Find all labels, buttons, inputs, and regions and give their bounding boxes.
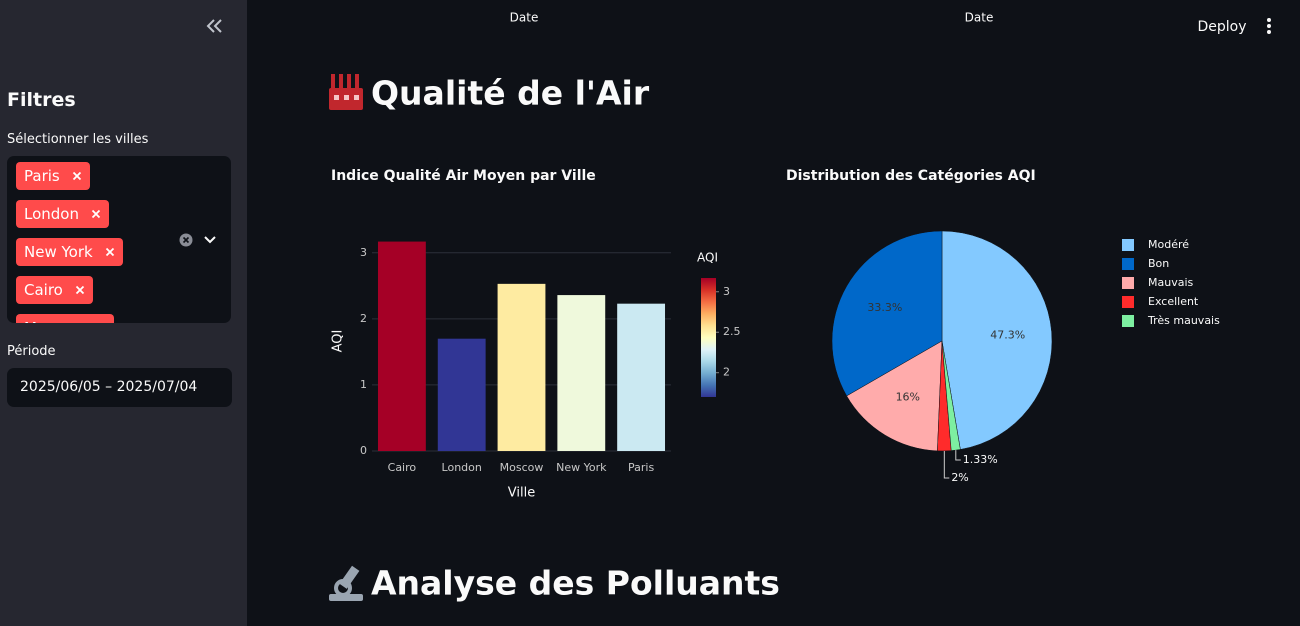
sidebar-title: Filtres (7, 89, 76, 111)
pie-slice (941, 230, 1053, 450)
city-tag[interactable]: Moscow (16, 314, 114, 323)
colorbar-tick-label: 2.5 (723, 325, 741, 338)
bar (437, 338, 486, 451)
y-tick-label: 1 (360, 378, 367, 391)
slice-label: 2% (951, 471, 968, 484)
legend-label: Bon (1148, 257, 1169, 270)
date-input[interactable]: 2025/06/05 – 2025/07/04 (7, 368, 232, 407)
city-tag[interactable]: Paris (16, 162, 90, 190)
legend-label: Mauvais (1148, 276, 1194, 289)
colorbar-title: AQI (697, 251, 718, 265)
leader-line (955, 450, 961, 461)
chart-title: Indice Qualité Air Moyen par Ville (331, 168, 596, 184)
legend-label: Excellent (1148, 295, 1199, 308)
y-tick-label: 3 (360, 246, 367, 259)
colorbar-tick-label: 2 (723, 366, 730, 379)
slice-label: 16% (896, 390, 920, 403)
remove-icon[interactable] (105, 247, 115, 257)
collapse-button[interactable] (205, 16, 225, 36)
sidebar: Filtres Sélectionner les villes Paris Lon… (0, 0, 247, 626)
colorbar (701, 278, 716, 397)
menu-button[interactable] (1267, 18, 1271, 34)
microscope-icon (329, 565, 363, 601)
city-tag[interactable]: Cairo (16, 276, 93, 304)
y-axis-title: AQI (331, 330, 346, 353)
deploy-button[interactable]: Deploy (1197, 19, 1246, 35)
city-tag-label: Cairo (24, 281, 63, 299)
pie-slice (831, 230, 943, 397)
bar (617, 303, 666, 451)
legend-swatch (1122, 315, 1134, 327)
bar (377, 241, 426, 451)
bar (497, 283, 546, 451)
slice-label: 33.3% (867, 301, 902, 314)
city-multiselect[interactable]: Paris London New York Cairo Moscow (7, 156, 231, 323)
x-tick-label: New York (556, 461, 607, 474)
leader-line (943, 450, 950, 479)
x-tick-label: London (442, 461, 482, 474)
city-tag[interactable]: New York (16, 238, 123, 266)
y-tick-label: 2 (360, 312, 367, 325)
page-title: Qualité de l'Air (371, 74, 650, 113)
legend-label: Modéré (1148, 238, 1189, 251)
section-title: Analyse des Polluants (371, 564, 780, 603)
legend-swatch (1122, 277, 1134, 289)
legend-swatch (1122, 258, 1134, 270)
chart-title: Distribution des Catégories AQI (786, 168, 1036, 184)
factory-icon (329, 74, 363, 110)
city-tag-label: Moscow (24, 319, 84, 323)
city-tag-label: London (24, 205, 79, 223)
x-axis-title: Ville (508, 486, 535, 501)
y-tick-label: 0 (360, 444, 367, 457)
x-tick-label: Cairo (388, 461, 417, 474)
remove-icon[interactable] (91, 209, 101, 219)
select-controls[interactable] (178, 232, 218, 248)
city-tag-label: Paris (24, 167, 60, 185)
x-tick-label: Moscow (500, 461, 544, 474)
remove-icon[interactable] (75, 285, 85, 295)
slice-label: 47.3% (990, 328, 1025, 341)
legend-swatch (1122, 239, 1134, 251)
field-label: Période (7, 344, 56, 359)
colorbar-tick-label: 3 (723, 285, 730, 298)
slice-label: 1.33% (963, 453, 998, 466)
city-tag-label: New York (24, 243, 93, 261)
column-label: Date (965, 11, 994, 25)
pie-slice (846, 340, 943, 452)
remove-icon[interactable] (72, 171, 82, 181)
legend-swatch (1122, 296, 1134, 308)
x-tick-label: Paris (628, 461, 654, 474)
column-label: Date (510, 11, 539, 25)
city-tag[interactable]: London (16, 200, 109, 228)
field-label: Sélectionner les villes (7, 132, 149, 147)
legend-label: Très mauvais (1147, 314, 1220, 327)
bar (557, 295, 606, 451)
